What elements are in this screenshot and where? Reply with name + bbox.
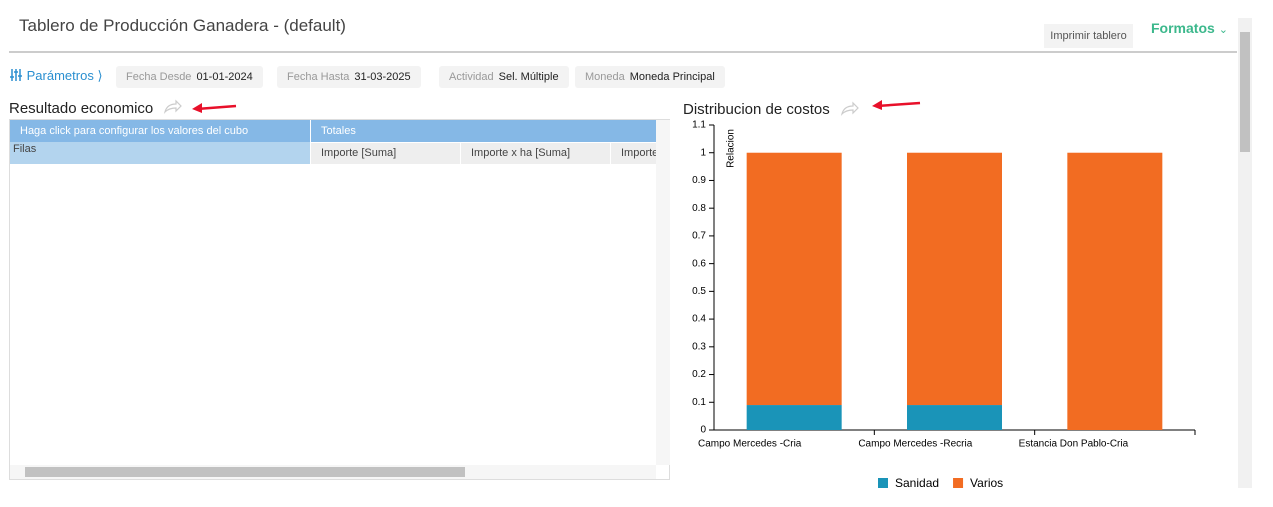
- param-field[interactable]: Fecha Desde 01-01-2024: [116, 66, 263, 88]
- legend-swatch: [953, 478, 964, 488]
- y-tick-label: 1: [700, 147, 706, 158]
- formats-label: Formatos: [1151, 20, 1215, 36]
- share-and-arrow: [163, 99, 237, 114]
- legend-label: Varios: [970, 476, 1003, 490]
- param-field[interactable]: Moneda Moneda Principal: [575, 66, 725, 88]
- chevron: ⌄: [1218, 24, 1228, 36]
- pivot-hscroll[interactable]: [10, 465, 656, 479]
- bar-segment: [907, 152, 1002, 406]
- formats-menu[interactable]: Formatos ⌄: [1151, 20, 1228, 36]
- pivot-vscroll[interactable]: [656, 120, 670, 465]
- param-label: Fecha Hasta: [287, 71, 350, 83]
- pivot-title: Resultado economico: [9, 100, 154, 117]
- scroll-thumb[interactable]: [25, 467, 465, 477]
- param-field[interactable]: Fecha Hasta 31-03-2025: [277, 66, 421, 88]
- legend-swatch: [878, 478, 888, 488]
- param-label: Moneda: [585, 71, 625, 83]
- chart: Distribucion de costos 0 0.1 0.2 0.3 0.4 0.5 0…: [683, 100, 1196, 490]
- x-tick-label: Campo Mercedes -Recria: [858, 439, 972, 450]
- pivot-table: Haga click para configurar los valores d…: [9, 119, 670, 480]
- y-tick-label: 0.5: [692, 286, 706, 297]
- column-header: Importe x ha [Suma]: [461, 143, 610, 164]
- y-tick-label: 0.7: [692, 231, 706, 242]
- param-value: Moneda Principal: [629, 71, 715, 83]
- x-tick-label: Campo Mercedes -Cria: [698, 439, 802, 450]
- page-scrollbar[interactable]: [1238, 18, 1252, 488]
- param-value: Sel. Múltiple: [498, 71, 559, 83]
- totals-header: Totales: [311, 120, 656, 142]
- y-axis-label: Relacion: [726, 129, 737, 168]
- bar-segment: [746, 405, 842, 430]
- param-label: Actividad: [449, 71, 494, 83]
- scroll-thumb[interactable]: [1240, 32, 1250, 152]
- bar-segment: [907, 405, 1002, 430]
- sliders-icon: [10, 69, 22, 81]
- y-tick-label: 0.2: [692, 369, 706, 380]
- divider: [9, 51, 1237, 53]
- legend-label: Sanidad: [895, 476, 939, 490]
- y-tick-label: 0.9: [692, 175, 706, 186]
- print-button[interactable]: Imprimir tablero: [1044, 24, 1133, 48]
- bar-segment: [746, 152, 842, 406]
- chart-title: Distribucion de costos: [683, 101, 830, 118]
- y-tick-label: 0.1: [692, 397, 706, 408]
- y-tick-label: 0.3: [692, 341, 706, 352]
- param-field[interactable]: Actividad Sel. Múltiple: [439, 66, 569, 88]
- params-label: Parámetros: [26, 68, 94, 83]
- param-label: Fecha Desde: [126, 71, 192, 83]
- config-hint[interactable]: Haga click para configurar los valores d…: [10, 120, 310, 142]
- bar-segment: [1067, 152, 1163, 430]
- param-value: 31-03-2025: [354, 71, 411, 83]
- column-header: Importe: [611, 143, 656, 164]
- y-tick-label: 0: [700, 425, 706, 436]
- y-tick-label: 0.4: [692, 314, 706, 325]
- y-tick-label: 0.8: [692, 203, 706, 214]
- y-tick-label: 1.1: [692, 120, 706, 131]
- params-toggle[interactable]: Parámetros ⟩: [9, 68, 103, 84]
- x-tick-label: Estancia Don Pablo-Cria: [1019, 439, 1129, 450]
- y-tick-label: 0.6: [692, 258, 706, 269]
- dashboard-title: Tablero de Producción Ganadera - (defaul…: [19, 16, 346, 35]
- rows-label: Filas: [10, 142, 310, 164]
- column-header: Importe [Suma]: [311, 143, 460, 164]
- param-value: 01-01-2024: [196, 71, 253, 83]
